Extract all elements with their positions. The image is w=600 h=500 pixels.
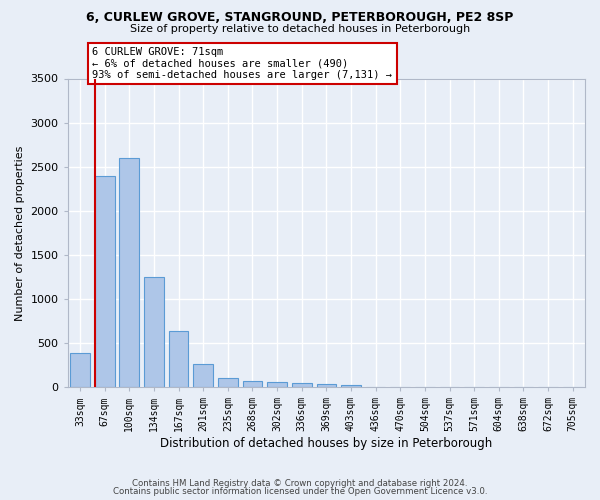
Bar xyxy=(317,384,336,387)
Bar xyxy=(95,176,115,387)
Text: 6, CURLEW GROVE, STANGROUND, PETERBOROUGH, PE2 8SP: 6, CURLEW GROVE, STANGROUND, PETERBOROUG… xyxy=(86,11,514,24)
Bar xyxy=(292,383,311,387)
Bar xyxy=(70,353,90,387)
Bar xyxy=(144,277,164,387)
Bar xyxy=(267,382,287,387)
Bar xyxy=(169,330,188,387)
Bar xyxy=(242,382,262,387)
Bar xyxy=(193,364,213,387)
Y-axis label: Number of detached properties: Number of detached properties xyxy=(15,145,25,320)
Bar xyxy=(341,384,361,387)
Bar xyxy=(218,378,238,387)
Text: Contains HM Land Registry data © Crown copyright and database right 2024.: Contains HM Land Registry data © Crown c… xyxy=(132,478,468,488)
Text: 6 CURLEW GROVE: 71sqm
← 6% of detached houses are smaller (490)
93% of semi-deta: 6 CURLEW GROVE: 71sqm ← 6% of detached h… xyxy=(92,47,392,80)
Text: Contains public sector information licensed under the Open Government Licence v3: Contains public sector information licen… xyxy=(113,487,487,496)
X-axis label: Distribution of detached houses by size in Peterborough: Distribution of detached houses by size … xyxy=(160,437,493,450)
Text: Size of property relative to detached houses in Peterborough: Size of property relative to detached ho… xyxy=(130,24,470,34)
Bar xyxy=(119,158,139,387)
